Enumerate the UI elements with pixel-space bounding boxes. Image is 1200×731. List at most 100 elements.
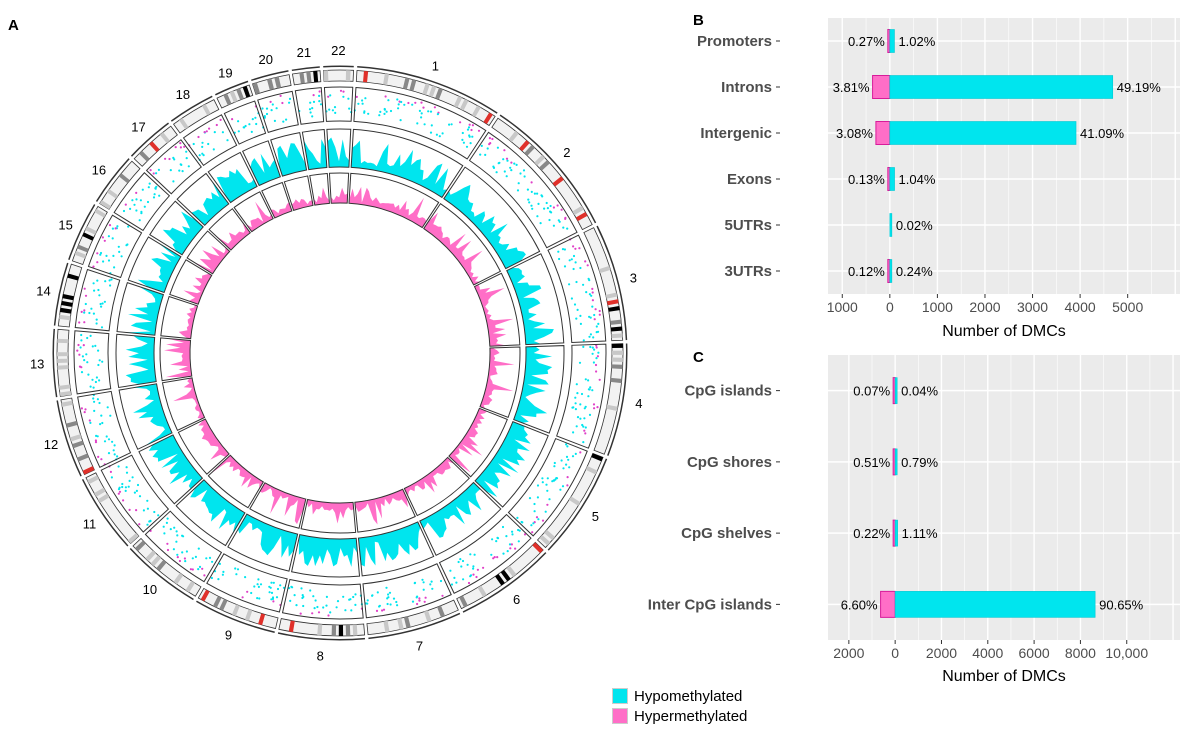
dmc-point-hypo xyxy=(96,435,99,438)
density-frame-hypo xyxy=(301,129,328,171)
dmc-point-hypo xyxy=(314,599,317,602)
dmc-point-hypo xyxy=(387,596,390,599)
dmc-point-hyper xyxy=(241,596,244,599)
chromosome-band-16 xyxy=(99,160,141,210)
legend: Hypomethylated Hypermethylated xyxy=(612,686,747,726)
hypo-density-area xyxy=(327,137,350,168)
dmc-point-hypo xyxy=(587,379,590,382)
dmc-point-hypo xyxy=(152,196,156,199)
dmc-point-hypo xyxy=(589,333,593,336)
x-tick-label: 0 xyxy=(891,645,899,661)
dmc-point-hypo xyxy=(98,401,101,405)
dmc-point-hypo xyxy=(117,465,120,468)
dmc-point-hypo xyxy=(453,576,456,580)
dmc-point-hypo xyxy=(498,161,501,164)
dmc-point-hypo xyxy=(125,466,128,469)
dmc-point-hypo xyxy=(552,479,555,482)
dmc-point-hyper xyxy=(584,260,587,263)
dmc-point-hypo xyxy=(541,195,544,198)
dmc-point-hypo xyxy=(397,103,400,106)
dmc-point-hypo xyxy=(388,591,392,594)
cytoband xyxy=(85,226,97,235)
dmc-point-hyper xyxy=(459,121,462,124)
dmc-point-hypo xyxy=(413,581,417,584)
dmc-point-hyper xyxy=(572,245,575,248)
dmc-point-hypo xyxy=(502,552,505,555)
dmc-point-hypo xyxy=(459,558,462,561)
dmc-point-hypo xyxy=(468,134,471,137)
dmc-point-hypo xyxy=(455,581,458,584)
cytoband xyxy=(495,574,505,586)
dmc-point-hypo xyxy=(187,165,190,168)
dmc-point-hypo xyxy=(579,403,582,406)
dmc-point-hypo xyxy=(583,417,586,420)
category-label: 5UTRs xyxy=(724,217,772,234)
dmc-point-hyper xyxy=(491,137,494,141)
legend-item-hypermethylated: Hypermethylated xyxy=(612,706,747,726)
dmc-point-hypo xyxy=(275,107,278,110)
cytoband xyxy=(397,618,404,630)
dmc-point-hypo xyxy=(331,109,334,112)
dmc-point-hypo xyxy=(545,201,548,205)
dmc-point-hyper xyxy=(78,353,81,356)
dmc-point-hyper xyxy=(128,508,131,511)
dmc-point-hypo xyxy=(450,123,453,126)
dmc-point-hyper xyxy=(183,145,186,148)
dmc-point-hypo xyxy=(591,305,594,308)
dmc-point-hypo xyxy=(496,146,499,149)
dmc-point-hyper xyxy=(566,476,569,479)
cytoband xyxy=(437,605,446,618)
dmc-point-hypo xyxy=(572,431,575,434)
dmc-point-hypo xyxy=(256,583,259,586)
chromosome-label-4: 4 xyxy=(635,396,642,411)
cytoband xyxy=(585,466,598,475)
dmc-point-hypo xyxy=(135,209,138,212)
dmc-point-hypo xyxy=(420,112,423,115)
scale-axis xyxy=(291,66,320,72)
bars-b: 0.27% 1.02% 3.81% 49.19% 3.08% 41.09% 0.13% 1.0… xyxy=(833,29,1161,283)
dmc-point-hyper xyxy=(594,363,598,367)
dmc-point-hypo xyxy=(316,605,319,609)
dmc-point-hypo xyxy=(591,352,594,355)
dmc-point-hyper xyxy=(76,349,79,352)
dmc-point-hypo xyxy=(276,587,280,591)
dmc-point-hypo xyxy=(100,326,104,329)
dmc-point-hyper xyxy=(88,419,91,422)
dmc-point-hypo xyxy=(126,243,129,246)
dmc-point-hyper xyxy=(176,556,179,559)
dmc-point-hypo xyxy=(300,587,303,590)
dmc-point-hyper xyxy=(566,484,569,487)
dmc-point-hyper xyxy=(584,432,587,435)
dmc-point-hypo xyxy=(211,560,214,563)
cytoband xyxy=(97,493,110,504)
scatter-frame xyxy=(113,172,171,232)
dmc-point-hypo xyxy=(92,386,95,389)
dmc-point-hypo xyxy=(127,485,130,488)
dmc-point-hyper xyxy=(592,403,596,406)
dmc-point-hyper xyxy=(424,596,427,599)
chromosome-label-20: 20 xyxy=(259,52,273,67)
dmc-point-hypo xyxy=(309,589,312,592)
dmc-point-hypo xyxy=(334,111,337,114)
dmc-point-hyper xyxy=(94,441,98,444)
dmc-point-hyper xyxy=(355,95,358,98)
dmc-point-hyper xyxy=(92,265,95,268)
dmc-point-hypo xyxy=(528,497,532,500)
dmc-point-hypo xyxy=(528,201,531,204)
dmc-point-hypo xyxy=(436,113,439,116)
dmc-point-hyper xyxy=(598,378,601,381)
dmc-point-hypo xyxy=(376,591,379,594)
data-label-hypermethylated: 0.07% xyxy=(853,384,890,399)
hypo-density-area xyxy=(419,482,482,538)
hypo-density-area xyxy=(148,434,203,489)
dmc-point-hypo xyxy=(172,548,175,551)
dmc-point-hypo xyxy=(336,600,340,603)
dmc-point-hypo xyxy=(517,182,520,185)
cytoband xyxy=(77,244,89,253)
cytoband xyxy=(477,585,487,598)
dmc-point-hyper xyxy=(118,490,122,493)
dmc-point-hyper xyxy=(109,470,112,473)
data-label-hypermethylated: 0.27% xyxy=(848,34,885,49)
dmc-point-hypo xyxy=(536,215,539,218)
